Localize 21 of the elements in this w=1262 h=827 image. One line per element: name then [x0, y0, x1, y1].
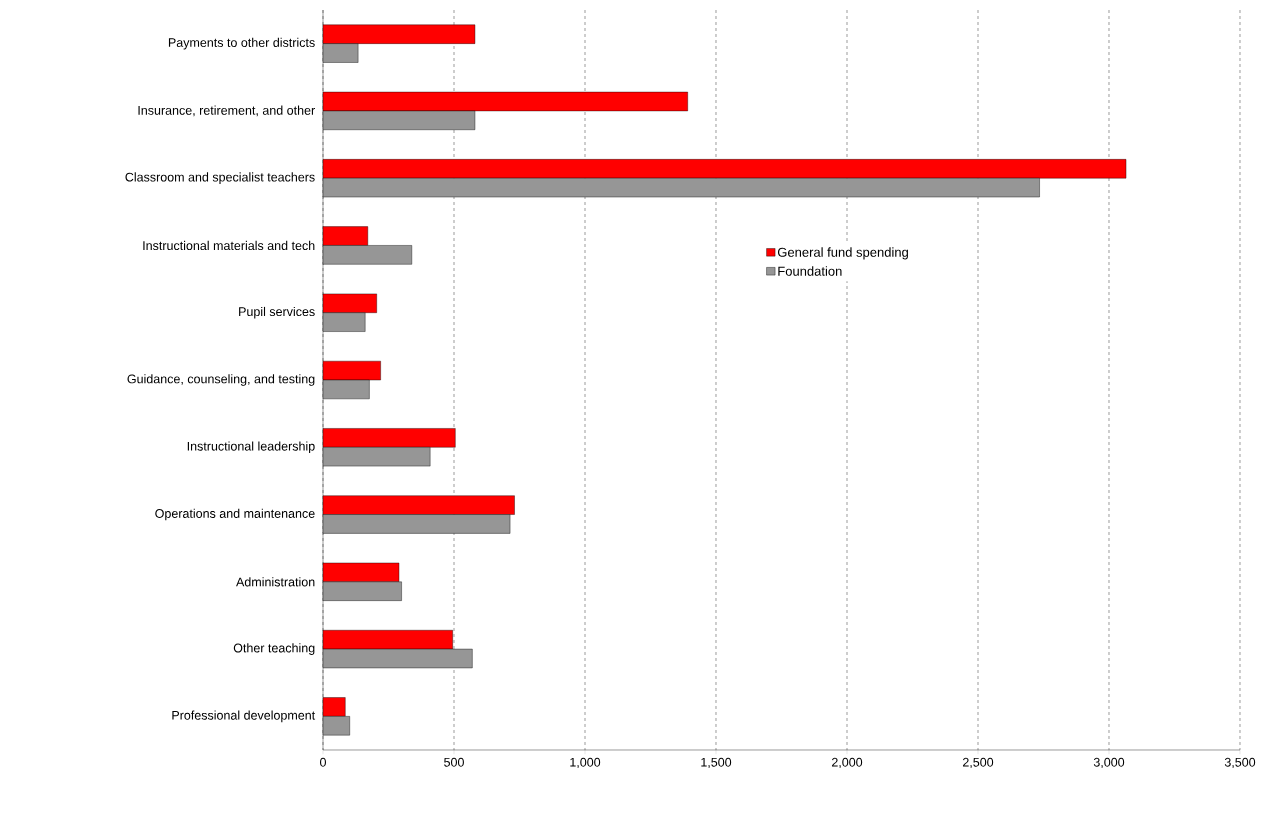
y-tick-label: Payments to other districts: [168, 37, 315, 50]
y-tick-label: Instructional materials and tech: [143, 240, 315, 251]
x-tick-label: 1,500: [701, 757, 732, 769]
legend-label: General fund spending: [777, 247, 908, 260]
y-tick-label: Instructional leadership: [187, 441, 315, 454]
x-tick-label: 0: [320, 757, 326, 767]
y-tick-label: Administration: [236, 577, 315, 587]
x-tick-label: 3,500: [1224, 757, 1256, 769]
y-tick-label: Insurance, retirement, and other: [138, 105, 315, 117]
legend-label: Foundation: [778, 266, 842, 276]
y-tick-label: Pupil services: [239, 306, 315, 319]
y-tick-label: Guidance, counseling, and testing: [127, 374, 315, 386]
x-tick-label: 2,000: [831, 757, 863, 769]
y-tick-label: Operations and maintenance: [155, 508, 315, 521]
x-tick-label: 1,000: [570, 757, 601, 769]
y-tick-label: Other teaching: [233, 643, 315, 655]
x-tick-label: 500: [444, 757, 464, 767]
x-tick-label: 2,500: [962, 757, 994, 769]
y-tick-label: Professional development: [172, 710, 316, 723]
y-tick-label: Classroom and specialist teachers: [125, 172, 315, 184]
x-tick-label: 3,000: [1093, 757, 1125, 769]
